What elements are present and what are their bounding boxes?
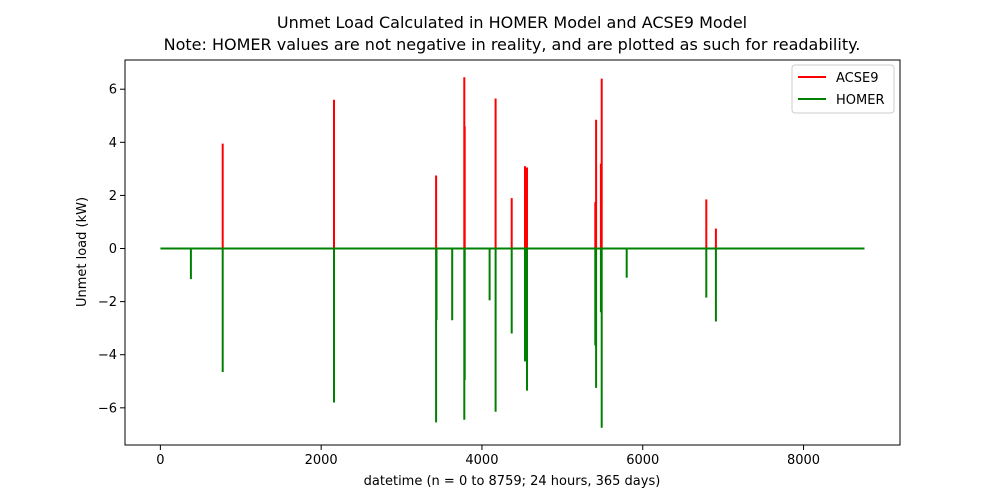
legend-label-homer: HOMER [836,93,884,108]
legend-label-acse9: ACSE9 [836,71,878,86]
series-acse9 [221,77,717,249]
series-homer [189,248,717,428]
x-tick-label: 6000 [626,453,659,468]
axes-ticks: 0 2000 4000 6000 8000 −6 −4 −2 0 2 4 6 [98,83,820,468]
chart-subtitle: Note: HOMER values are not negative in r… [164,35,861,54]
y-tick-label: −6 [98,401,117,416]
x-tick-label: 0 [156,453,164,468]
x-tick-label: 4000 [465,453,498,468]
plot-area [160,77,865,428]
x-tick-label: 8000 [787,453,820,468]
x-tick-label: 2000 [305,453,338,468]
y-tick-label: −2 [98,295,117,310]
y-tick-label: 2 [109,189,117,204]
y-tick-label: 0 [109,242,117,257]
x-axis-label: datetime (n = 0 to 8759; 24 hours, 365 d… [364,474,661,489]
legend: ACSE9 HOMER [791,64,895,114]
y-tick-label: 6 [109,83,117,98]
chart-title: Unmet Load Calculated in HOMER Model and… [277,13,747,32]
y-axis-label: Unmet load (kW) [75,197,90,307]
axes-frame [124,59,901,446]
y-tick-label: −4 [98,348,117,363]
y-tick-label: 4 [109,136,117,151]
